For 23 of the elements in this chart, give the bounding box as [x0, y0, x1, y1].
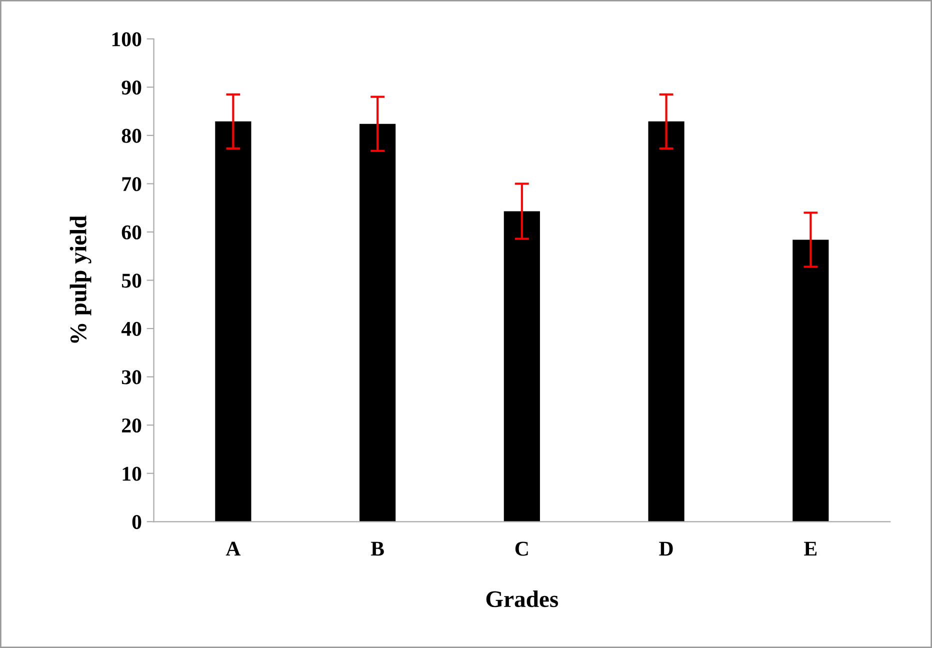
y-tick-label: 80	[122, 128, 142, 143]
x-tick-label: E	[804, 542, 817, 556]
bar	[504, 211, 540, 522]
y-tick-label: 10	[122, 466, 142, 481]
x-tick-label: D	[659, 542, 673, 556]
y-tick-label: 70	[122, 177, 142, 192]
y-tick-label: 40	[121, 322, 142, 336]
y-tick-label: 50	[122, 274, 142, 288]
y-tick-label: 30	[122, 370, 142, 384]
x-tick-label: C	[515, 542, 528, 556]
y-tick-label: 0	[132, 515, 142, 530]
bar	[215, 121, 252, 522]
y-axis-title: % pulp yield	[70, 216, 92, 343]
x-tick-label: B	[370, 542, 384, 556]
y-tick-label: 90	[122, 80, 142, 95]
bar	[360, 124, 396, 522]
bar	[648, 121, 684, 522]
x-tick-label: A	[226, 542, 241, 556]
y-tick-label: 60	[122, 225, 142, 240]
bar	[792, 240, 829, 522]
y-tick-label: 20	[122, 418, 142, 433]
y-tick-label: 100	[112, 32, 142, 46]
x-axis-title: Grades	[486, 590, 558, 608]
